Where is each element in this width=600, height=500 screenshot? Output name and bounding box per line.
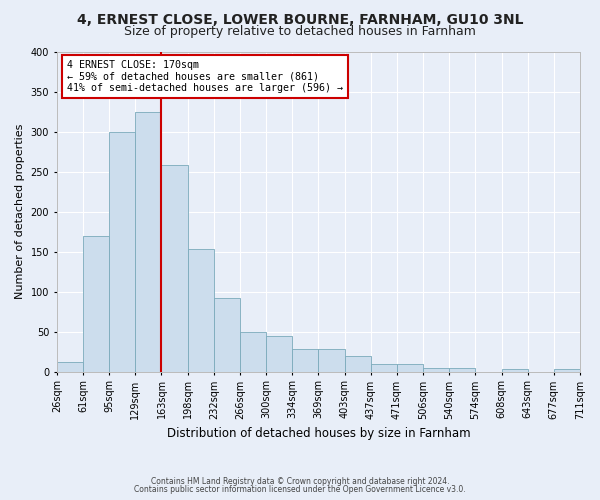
Bar <box>397 364 423 372</box>
Text: 4, ERNEST CLOSE, LOWER BOURNE, FARNHAM, GU10 3NL: 4, ERNEST CLOSE, LOWER BOURNE, FARNHAM, … <box>77 12 523 26</box>
Bar <box>57 362 83 372</box>
Bar <box>449 368 475 372</box>
Bar <box>292 349 319 372</box>
Bar <box>371 364 397 372</box>
Bar <box>109 132 135 372</box>
Bar <box>135 112 161 372</box>
Bar <box>502 370 527 372</box>
Bar <box>554 370 580 372</box>
Bar <box>266 336 292 372</box>
Bar <box>161 165 188 372</box>
Text: Size of property relative to detached houses in Farnham: Size of property relative to detached ho… <box>124 25 476 38</box>
Text: 4 ERNEST CLOSE: 170sqm
← 59% of detached houses are smaller (861)
41% of semi-de: 4 ERNEST CLOSE: 170sqm ← 59% of detached… <box>67 60 343 92</box>
Bar <box>214 298 240 372</box>
Bar <box>423 368 449 372</box>
Text: Contains HM Land Registry data © Crown copyright and database right 2024.: Contains HM Land Registry data © Crown c… <box>151 477 449 486</box>
Bar <box>344 356 371 372</box>
Text: Contains public sector information licensed under the Open Government Licence v3: Contains public sector information licen… <box>134 485 466 494</box>
Bar <box>188 249 214 372</box>
Bar <box>240 332 266 372</box>
Bar <box>83 236 109 372</box>
Bar <box>319 349 344 372</box>
X-axis label: Distribution of detached houses by size in Farnham: Distribution of detached houses by size … <box>167 427 470 440</box>
Y-axis label: Number of detached properties: Number of detached properties <box>15 124 25 300</box>
